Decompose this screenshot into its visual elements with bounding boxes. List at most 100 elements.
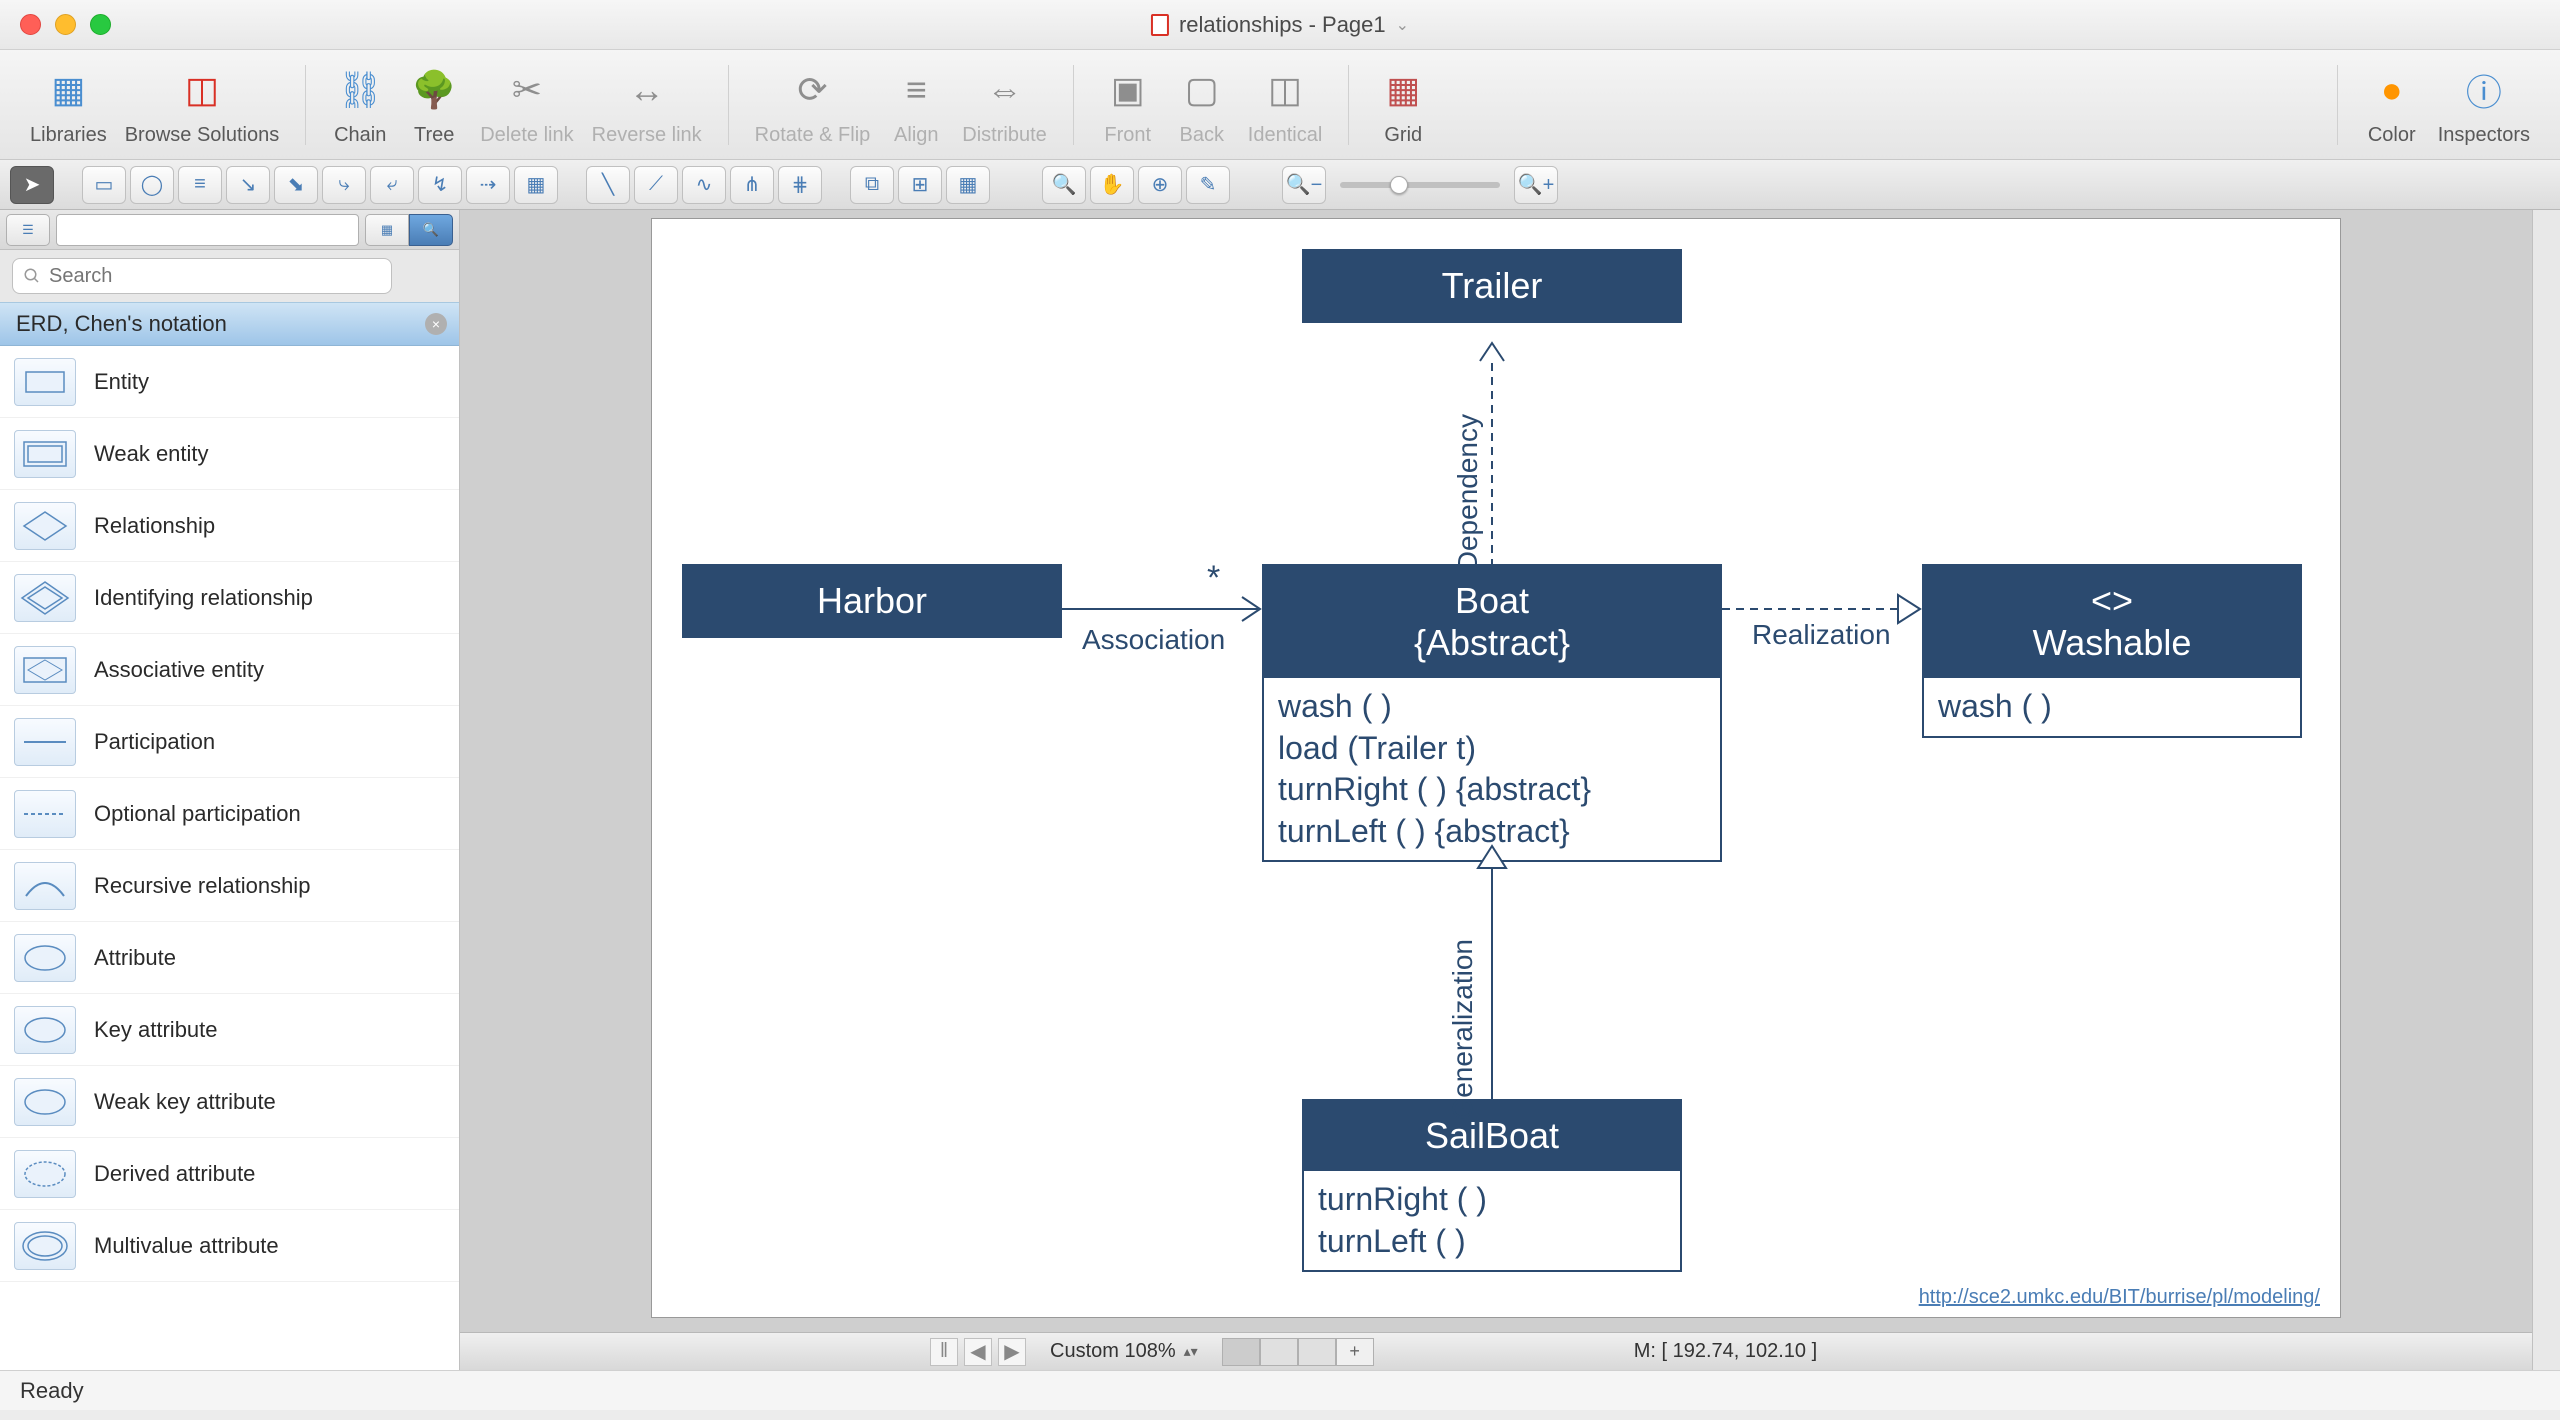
library-item[interactable]: Recursive relationship: [0, 850, 459, 922]
chain-button[interactable]: ⛓Chain: [332, 62, 388, 147]
snap-tool[interactable]: ⊞: [898, 166, 942, 204]
sidebar-filter-input[interactable]: [56, 214, 359, 246]
window-title[interactable]: relationships - Page1 ⌄: [1151, 12, 1409, 38]
sidebar-grid-view-button[interactable]: ▦: [365, 214, 409, 246]
library-item[interactable]: Optional participation: [0, 778, 459, 850]
library-item[interactable]: Identifying relationship: [0, 562, 459, 634]
page-tab-1[interactable]: [1222, 1338, 1260, 1366]
color-label: Color: [2368, 124, 2416, 147]
zoom-stepper-icon[interactable]: ▴▾: [1184, 1343, 1198, 1360]
uml-class-title: Boat{Abstract}: [1264, 566, 1720, 678]
grid-button[interactable]: ▦Grid: [1375, 62, 1431, 147]
zoom-in-button[interactable]: 🔍+: [1514, 166, 1558, 204]
shape-thumb-icon: [14, 574, 76, 622]
bottom-bar: ‖ ◀ ▶ Custom 108% ▴▾ + M: [ 192.74, 102.…: [460, 1332, 2532, 1370]
shape-thumb-icon: [14, 1222, 76, 1270]
uml-class-sailboat[interactable]: SailBoatturnRight ( )turnLeft ( ): [1302, 1099, 1682, 1272]
library-item[interactable]: Derived attribute: [0, 1138, 459, 1210]
reverse-link-button: ↔Reverse link: [592, 62, 702, 147]
inspectors-button[interactable]: ⓘInspectors: [2438, 62, 2530, 147]
stamp-tool[interactable]: ⊕: [1138, 166, 1182, 204]
uml-class-title: Harbor: [684, 566, 1060, 636]
library-shapes-list: Entity Weak entity RelationshipIdentifying…: [0, 346, 459, 1370]
browse-button[interactable]: ◫Browse Solutions: [125, 62, 280, 147]
zoom-window-button[interactable]: [90, 14, 111, 35]
add-page-button[interactable]: +: [1336, 1338, 1374, 1366]
rect-tool[interactable]: ▭: [82, 166, 126, 204]
zoom-display[interactable]: Custom 108% ▴▾: [1036, 1340, 1212, 1363]
close-library-button[interactable]: ×: [425, 313, 447, 335]
library-item[interactable]: Entity: [0, 346, 459, 418]
text-tool[interactable]: ≡: [178, 166, 222, 204]
connector-1-tool[interactable]: ↘: [226, 166, 270, 204]
page-tab-2[interactable]: [1260, 1338, 1298, 1366]
sidebar-toolbar: ☰ ▦ 🔍: [0, 210, 459, 250]
ellipse-tool[interactable]: ◯: [130, 166, 174, 204]
sidebar-tree-button[interactable]: ☰: [6, 214, 50, 246]
arc-tool[interactable]: ⟋: [634, 166, 678, 204]
pointer-tool[interactable]: ➤: [10, 166, 54, 204]
connector-6-tool[interactable]: ⇢: [466, 166, 510, 204]
search-input[interactable]: [12, 258, 392, 294]
source-link[interactable]: http://sce2.umkc.edu/BIT/burrise/pl/mode…: [1919, 1286, 2320, 1309]
magnify-tool[interactable]: 🔍: [1042, 166, 1086, 204]
poly-tool[interactable]: ⋕: [778, 166, 822, 204]
library-item-label: Recursive relationship: [94, 873, 310, 899]
next-page-button[interactable]: ▶: [998, 1338, 1026, 1366]
delete-link-button: ✂Delete link: [480, 62, 573, 147]
library-item[interactable]: Attribute: [0, 922, 459, 994]
pause-button[interactable]: ‖: [930, 1338, 958, 1366]
calendar-tool[interactable]: ▦: [514, 166, 558, 204]
close-window-button[interactable]: [20, 14, 41, 35]
zoom-thumb[interactable]: [1390, 176, 1408, 194]
canvas-scroll[interactable]: http://sce2.umkc.edu/BIT/burrise/pl/mode…: [460, 210, 2532, 1332]
zoom-out-button[interactable]: 🔍−: [1282, 166, 1326, 204]
connector-association[interactable]: [1062, 589, 1266, 629]
library-item[interactable]: Key attribute: [0, 994, 459, 1066]
uml-class-harbor[interactable]: Harbor: [682, 564, 1062, 638]
library-item[interactable]: Participation: [0, 706, 459, 778]
front-button: ▣Front: [1100, 62, 1156, 147]
connector-5-tool[interactable]: ↯: [418, 166, 462, 204]
prev-page-button[interactable]: ◀: [964, 1338, 992, 1366]
bezier-tool[interactable]: ⋔: [730, 166, 774, 204]
mouse-coords: M: [ 192.74, 102.10 ]: [1634, 1340, 1817, 1363]
reverse-link-icon: ↔: [619, 62, 675, 118]
grid-tool[interactable]: ▦: [946, 166, 990, 204]
rotate-flip-icon: ⟳: [784, 62, 840, 118]
status-bar: Ready: [0, 1370, 2560, 1410]
crop-tool[interactable]: ⧉: [850, 166, 894, 204]
library-item-label: Weak entity: [94, 441, 209, 467]
line-tool[interactable]: ╲: [586, 166, 630, 204]
back-button: ▢Back: [1174, 62, 1230, 147]
library-item[interactable]: Weak entity: [0, 418, 459, 490]
shape-thumb-icon: [14, 934, 76, 982]
spline-tool[interactable]: ∿: [682, 166, 726, 204]
hand-tool[interactable]: ✋: [1090, 166, 1134, 204]
library-item[interactable]: Associative entity: [0, 634, 459, 706]
uml-class-trailer[interactable]: Trailer: [1302, 249, 1682, 323]
color-button[interactable]: ●Color: [2364, 62, 2420, 147]
library-header[interactable]: ERD, Chen's notation ×: [0, 302, 459, 346]
connector-4-tool[interactable]: ⤶: [370, 166, 414, 204]
minimize-window-button[interactable]: [55, 14, 76, 35]
library-item[interactable]: Relationship: [0, 490, 459, 562]
zoom-slider[interactable]: [1340, 182, 1500, 188]
tree-button[interactable]: 🌳Tree: [406, 62, 462, 147]
canvas[interactable]: http://sce2.umkc.edu/BIT/burrise/pl/mode…: [651, 218, 2341, 1318]
library-item-label: Entity: [94, 369, 149, 395]
libraries-button[interactable]: ▦Libraries: [30, 62, 107, 147]
sidebar-search-button[interactable]: 🔍: [409, 214, 453, 246]
uml-class-washable[interactable]: <>Washablewash ( ): [1922, 564, 2302, 738]
chevron-down-icon: ⌄: [1396, 15, 1409, 35]
connector-label: Dependency: [1452, 414, 1484, 571]
library-item[interactable]: Weak key attribute: [0, 1066, 459, 1138]
eyedropper-tool[interactable]: ✎: [1186, 166, 1230, 204]
page-tab-3[interactable]: [1298, 1338, 1336, 1366]
connector-label: Generalization: [1447, 939, 1479, 1120]
uml-class-boat[interactable]: Boat{Abstract}wash ( )load (Trailer t)tu…: [1262, 564, 1722, 862]
connector-2-tool[interactable]: ⬊: [274, 166, 318, 204]
vertical-scrollbar[interactable]: [2532, 210, 2560, 1370]
library-item[interactable]: Multivalue attribute: [0, 1210, 459, 1282]
connector-3-tool[interactable]: ⤷: [322, 166, 366, 204]
